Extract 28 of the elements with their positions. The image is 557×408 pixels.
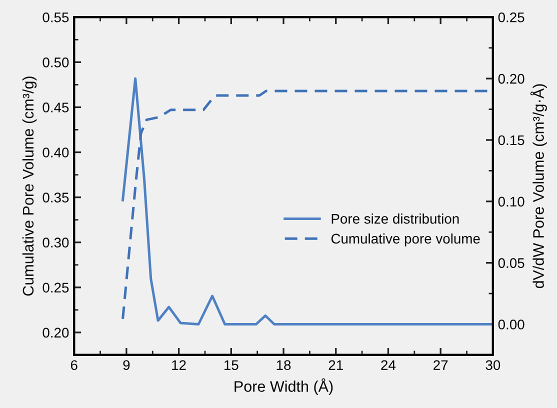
y2-axis-title: dV/dW Pore Volume (cm³/g·Å) [530, 84, 547, 288]
legend-label: Pore size distribution [332, 214, 459, 224]
y2-tick-label: 0.15 [498, 135, 524, 146]
y-tick-label: 0.25 [42, 282, 69, 293]
x-tick-label: 18 [276, 360, 291, 370]
y-tick-label: 0.20 [42, 328, 69, 338]
x-tick-label: 12 [172, 360, 186, 370]
y-tick-label: 0.50 [42, 58, 69, 68]
x-axis-title: Pore Width (Å) [234, 378, 333, 395]
x-tick-label: 6 [70, 360, 78, 370]
legend-label: Cumulative pore volume [331, 233, 480, 246]
x-tick-label: 24 [381, 360, 396, 370]
y-tick-label: 0.30 [42, 238, 69, 248]
y-tick-label: 0.40 [42, 148, 69, 158]
x-tick-label: 27 [434, 360, 448, 370]
y2-tick-label: 0.20 [498, 74, 524, 84]
y-tick-label: 0.55 [42, 12, 69, 22]
x-tick-label: 30 [486, 360, 500, 370]
y2-tick-label: 0.00 [498, 320, 524, 330]
x-tick-label: 21 [328, 360, 343, 370]
y-tick-label: 0.35 [42, 192, 69, 202]
y-axis-title: Cumulative Pore Volume (cm³/g) [22, 76, 37, 296]
y2-tick-label: 0.10 [498, 196, 524, 207]
x-tick-label: 9 [123, 360, 130, 370]
x-tick-label: 15 [224, 360, 238, 370]
y2-tick-label: 0.05 [498, 258, 524, 268]
y-tick-label: 0.45 [42, 102, 69, 112]
y2-tick-label: 0.25 [498, 12, 524, 22]
